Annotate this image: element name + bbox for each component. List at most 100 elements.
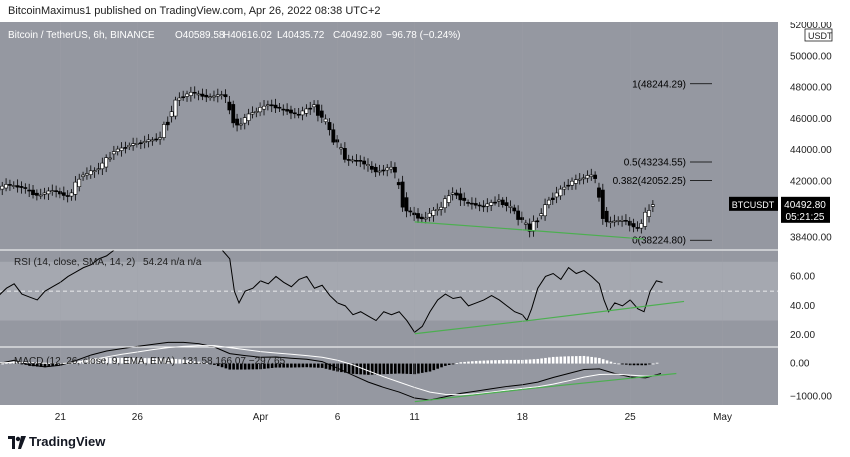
candle-body <box>427 213 432 218</box>
macd-pane: 0.00 −1000.00 <box>0 341 832 403</box>
fib-level-label: 0(38224.80) <box>632 236 686 247</box>
macd-histogram-bar <box>216 363 220 367</box>
macd-histogram-bar <box>463 361 466 364</box>
candle-body <box>381 169 386 172</box>
macd-trendline <box>414 372 677 403</box>
macd-histogram-bar <box>16 362 20 364</box>
candle-body <box>142 141 147 143</box>
macd-histogram-bar <box>409 363 413 375</box>
candle-body <box>104 157 109 168</box>
macd-histogram-bar <box>209 363 212 365</box>
candle-body <box>50 190 55 192</box>
macd-histogram-bar <box>151 358 155 364</box>
x-axis: 21 26 Apr 6 11 18 25 May <box>55 22 732 423</box>
candle-body <box>620 220 624 222</box>
candle-body <box>466 202 470 204</box>
candle-body <box>335 139 340 143</box>
macd-histogram-bar <box>112 357 116 364</box>
candle-body <box>296 113 301 116</box>
candle-body <box>566 184 571 187</box>
candle-body <box>135 143 139 145</box>
candle-body <box>277 106 282 109</box>
candle-body <box>616 220 621 222</box>
publish-info: BitcoinMaximus1 published on TradingView… <box>8 5 381 17</box>
candle-body <box>242 117 247 124</box>
tradingview-logo-icon <box>8 436 26 449</box>
candle-body <box>470 202 474 205</box>
macd-label: MACD (12, 26, close, 9, EMA, EMA) <box>14 356 175 367</box>
candle-body <box>188 91 193 96</box>
macd-histogram-bar <box>459 362 463 364</box>
macd-histogram-bar <box>243 363 247 370</box>
macd-histogram-bar <box>632 363 636 366</box>
fib-level-label: 1(48244.29) <box>632 79 686 90</box>
btc-chart[interactable]: 52000.00 50000.00 48000.00 46000.00 44000.00… <box>0 22 850 428</box>
x-tick-label: 6 <box>335 412 341 423</box>
macd-histogram-bar <box>309 363 312 368</box>
macd-histogram-bar <box>467 361 470 364</box>
candle-body <box>312 104 316 108</box>
macd-histogram-bar <box>93 358 97 364</box>
candle-body <box>547 199 551 206</box>
x-tick-label: 26 <box>132 412 144 423</box>
footer: TradingView <box>0 428 850 457</box>
price-tick-label: 42000.00 <box>790 176 832 187</box>
macd-histogram-bar <box>501 360 505 364</box>
macd-histogram-bar <box>1 363 4 365</box>
symbol-tag-label: BTCUSDT <box>732 200 775 210</box>
candle-body <box>212 95 216 98</box>
candle-body <box>27 189 32 192</box>
macd-histogram-bar <box>617 363 620 365</box>
macd-histogram-bar <box>178 359 182 364</box>
candle-body <box>408 210 413 213</box>
macd-histogram-bar <box>320 363 324 368</box>
candle-body <box>416 213 420 219</box>
macd-histogram-bar <box>220 363 224 368</box>
macd-histogram-bar <box>147 358 151 364</box>
macd-histogram-bar <box>101 357 105 364</box>
candle-body <box>131 143 136 146</box>
candle-body <box>8 184 12 186</box>
macd-histogram-bar <box>517 359 520 364</box>
macd-histogram-bar <box>263 363 266 369</box>
candle-body <box>593 174 598 179</box>
macd-histogram-bar <box>548 357 551 364</box>
macd-histogram-bar <box>132 357 135 364</box>
macd-histogram-bar <box>440 363 443 368</box>
macd-histogram-bar <box>193 361 197 364</box>
macd-histogram-bar <box>290 363 293 368</box>
candle-body <box>19 186 24 188</box>
footer-brand: TradingView <box>29 434 106 449</box>
candle-body <box>581 177 586 180</box>
candle-body <box>631 223 636 228</box>
candle-body <box>273 104 278 109</box>
macd-histogram-bar <box>197 361 201 364</box>
candle-body <box>412 212 417 216</box>
candle-body <box>165 121 170 126</box>
x-tick-label: Apr <box>253 412 269 423</box>
candle-body <box>111 151 116 155</box>
macd-histogram-bar <box>224 363 228 369</box>
macd-histogram-bar <box>390 363 393 374</box>
candle-body <box>127 145 132 148</box>
candle-body <box>362 160 367 165</box>
price-trendline <box>414 221 645 240</box>
candle-body <box>23 187 28 189</box>
macd-histogram-bar <box>324 363 328 369</box>
macd-histogram-bar <box>5 362 8 364</box>
macd-histogram-bar <box>313 363 316 368</box>
candle-body <box>61 192 66 196</box>
candle-body <box>597 187 601 198</box>
macd-histogram-bar <box>317 363 320 368</box>
candle-body <box>85 173 89 176</box>
candle-body <box>393 166 397 173</box>
candle-body <box>554 192 559 198</box>
macd-histogram-bar <box>594 357 597 364</box>
macd-histogram-bar <box>482 360 486 364</box>
price-tick-label: 52000.00 <box>790 22 832 31</box>
macd-histogram-bar <box>609 361 613 364</box>
candle-body <box>38 194 43 197</box>
macd-histogram-bar <box>420 363 424 373</box>
macd-histogram-bar <box>166 358 170 364</box>
macd-histogram-bar <box>139 358 143 364</box>
